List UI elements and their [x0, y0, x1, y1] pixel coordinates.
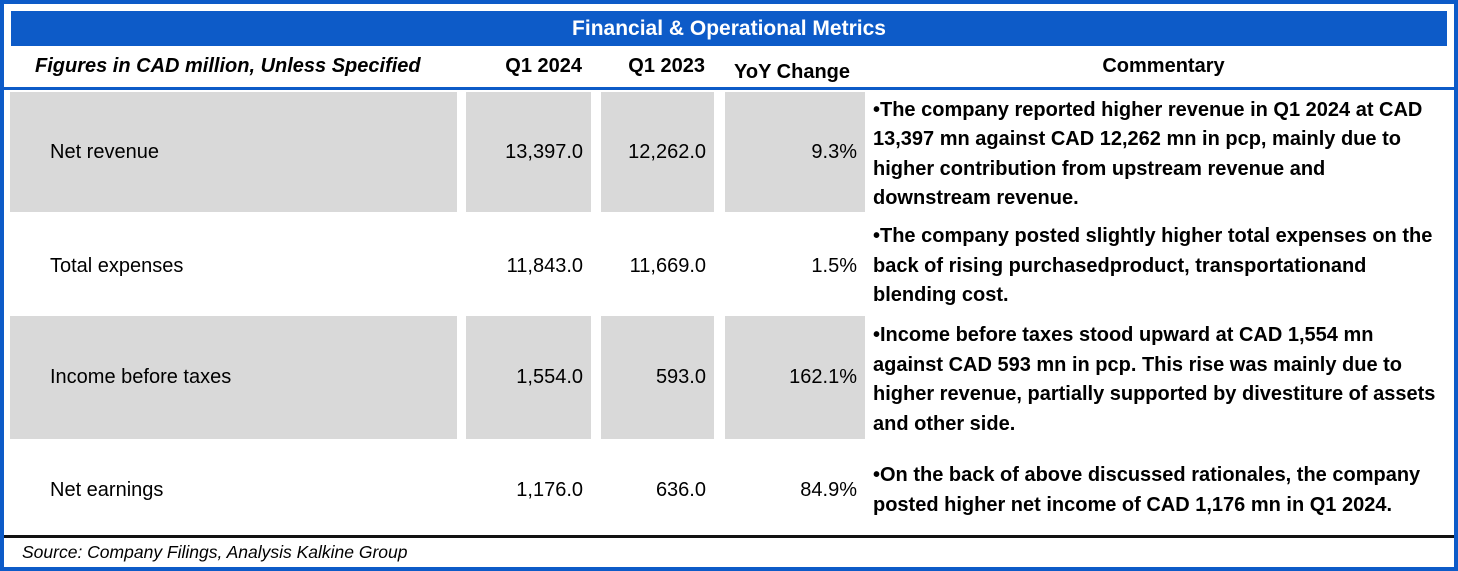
value-q1-2023: 636.0	[655, 479, 706, 501]
footer-divider	[4, 535, 1454, 538]
value-q1-2023: 11,669.0	[629, 255, 706, 277]
value-yoy-change: 162.1%	[725, 314, 865, 446]
table-row-net-revenue: Net revenue 13,397.0 12,262.0 9.3% •The …	[4, 90, 1454, 219]
metric-label: Total expenses	[50, 255, 184, 277]
value-q1-2023: 593.0	[601, 314, 714, 446]
commentary-text: •The company posted slightly higher tota…	[873, 225, 1433, 307]
value-yoy-change: 1.5%	[811, 255, 857, 277]
value-yoy-change: 9.3%	[725, 90, 865, 219]
header-divider	[4, 87, 1454, 90]
source-text: Source: Company Filings, Analysis Kalkin…	[22, 542, 408, 562]
column-header-yoy-change: YoY Change	[734, 60, 850, 83]
metric-label: Net revenue	[10, 90, 457, 219]
table-row-total-expenses: Total expenses 11,843.0 11,669.0 1.5% •T…	[4, 219, 1454, 314]
value-q1-2024: 13,397.0	[466, 90, 591, 219]
value-q1-2024: 1,554.0	[466, 314, 591, 446]
table-row-net-earnings: Net earnings 1,176.0 636.0 84.9% •On the…	[4, 446, 1454, 535]
table-row-income-before-taxes: Income before taxes 1,554.0 593.0 162.1%…	[4, 314, 1454, 446]
value-q1-2024: 1,176.0	[516, 479, 583, 501]
table-header-row: Figures in CAD million, Unless Specified…	[4, 46, 1454, 87]
metric-label: Income before taxes	[10, 314, 457, 446]
source-row: Source: Company Filings, Analysis Kalkin…	[4, 538, 1454, 567]
commentary-text: •The company reported higher revenue in …	[873, 98, 1423, 210]
column-header-figures: Figures in CAD million, Unless Specified	[35, 55, 421, 77]
column-header-q1-2024: Q1 2024	[505, 55, 582, 77]
commentary-text: •Income before taxes stood upward at CAD…	[873, 324, 1436, 435]
metric-label: Net earnings	[50, 479, 164, 501]
page-title: Financial & Operational Metrics	[572, 16, 886, 40]
column-header-q1-2023: Q1 2023	[628, 55, 705, 77]
value-q1-2023: 12,262.0	[601, 90, 714, 219]
column-header-commentary: Commentary	[1102, 55, 1225, 77]
value-yoy-change: 84.9%	[800, 479, 857, 501]
table-title-bar: Financial & Operational Metrics	[11, 11, 1447, 46]
value-q1-2024: 11,843.0	[506, 255, 583, 277]
commentary-text: •On the back of above discussed rational…	[873, 464, 1421, 516]
